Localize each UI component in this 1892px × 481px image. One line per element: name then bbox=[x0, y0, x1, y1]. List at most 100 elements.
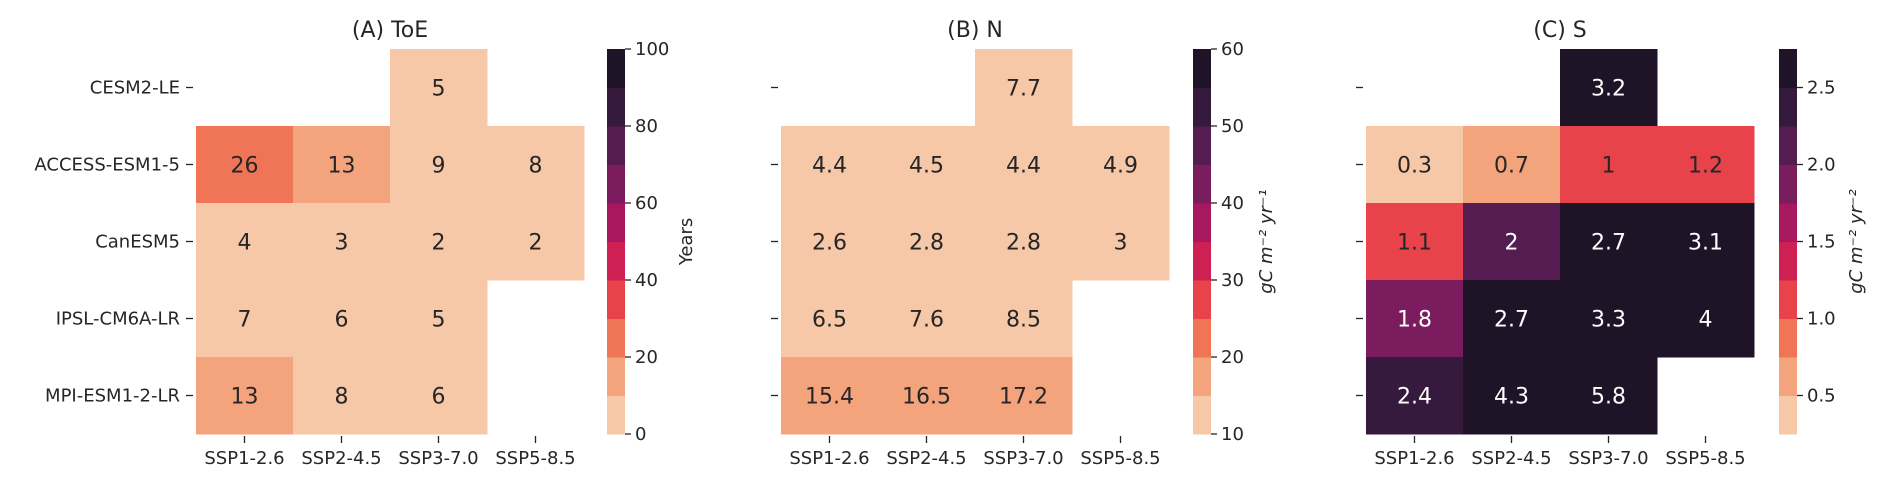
heatmap-cell bbox=[975, 357, 1073, 435]
colorbar-tick-label: 50 bbox=[1221, 116, 1244, 137]
heatmap-cell bbox=[390, 203, 488, 281]
cell-value-label: 4.3 bbox=[1494, 385, 1529, 410]
heatmap-cell bbox=[293, 280, 391, 358]
colorbar: 10 20 30 40 50 60 gC m⁻² yr⁻¹ bbox=[1193, 39, 1277, 445]
heatmap-cell bbox=[293, 126, 391, 204]
cell-value-label: 4.4 bbox=[1006, 154, 1041, 179]
colorbar-tick-label: 0.5 bbox=[1807, 386, 1836, 407]
heatmap-cell bbox=[1657, 126, 1755, 204]
cell-value-label: 1.8 bbox=[1397, 308, 1432, 333]
heatmap-cell bbox=[196, 203, 294, 281]
cell-value-label: 5 bbox=[432, 308, 446, 333]
panel-title: (C) S bbox=[1533, 18, 1587, 43]
colorbar-label: gC m⁻² yr⁻² bbox=[1846, 189, 1867, 293]
cell-value-label: 4.4 bbox=[812, 154, 847, 179]
heatmap-cell bbox=[878, 357, 976, 435]
colorbar-tick-label: 80 bbox=[635, 116, 658, 137]
colorbar-tick-label: 1.0 bbox=[1807, 309, 1836, 330]
heatmap-cell bbox=[1463, 203, 1561, 281]
x-tick-label: SSP3-7.0 bbox=[983, 448, 1063, 469]
cell-value-label: 26 bbox=[231, 154, 259, 179]
cell-value-label: 13 bbox=[231, 385, 259, 410]
colorbar-segment bbox=[1779, 241, 1797, 281]
heatmap-cell bbox=[487, 126, 585, 204]
colorbar-segment bbox=[1779, 164, 1797, 204]
colorbar-segment bbox=[607, 395, 625, 435]
cell-value-label: 7 bbox=[238, 308, 252, 333]
cell-value-label: 6 bbox=[335, 308, 349, 333]
colorbar-segment bbox=[1779, 87, 1797, 127]
heatmap-cell bbox=[878, 126, 976, 204]
cell-value-label: 3.3 bbox=[1591, 308, 1626, 333]
heatmap-cell bbox=[781, 357, 879, 435]
x-tick-label: SSP5-8.5 bbox=[1080, 448, 1160, 469]
heatmap-cell bbox=[196, 357, 294, 435]
cell-value-label: 0.3 bbox=[1397, 154, 1432, 179]
heatmap-cell bbox=[196, 280, 294, 358]
cell-value-label: 3 bbox=[335, 231, 349, 256]
x-tick-label: SSP1-2.6 bbox=[204, 448, 284, 469]
cell-value-label: 2.7 bbox=[1591, 231, 1626, 256]
colorbar-segment bbox=[607, 126, 625, 165]
cell-value-label: 3.2 bbox=[1591, 77, 1626, 102]
panel-title: (A) ToE bbox=[352, 18, 428, 43]
heatmap-cell bbox=[390, 126, 488, 204]
cell-value-label: 6.5 bbox=[812, 308, 847, 333]
cell-value-label: 7.7 bbox=[1006, 77, 1041, 102]
cell-value-label: 15.4 bbox=[805, 385, 854, 410]
heatmap-cell bbox=[781, 126, 879, 204]
colorbar-segment bbox=[607, 241, 625, 281]
colorbar-segment bbox=[1193, 241, 1211, 281]
cell-value-label: 2.7 bbox=[1494, 308, 1529, 333]
x-tick-label: SSP2-4.5 bbox=[301, 448, 381, 469]
x-tick-label: SSP5-8.5 bbox=[495, 448, 575, 469]
x-tick-label: SSP5-8.5 bbox=[1665, 448, 1745, 469]
y-tick-label: IPSL-CM6A-LR bbox=[56, 309, 180, 330]
colorbar-segment bbox=[607, 357, 625, 396]
cell-value-label: 5.8 bbox=[1591, 385, 1626, 410]
heatmap-cell bbox=[390, 357, 488, 435]
x-tick-label: SSP3-7.0 bbox=[1568, 448, 1648, 469]
panel-s: (C) S 3.2 0.3 0.7 1 1.2 1.1 2 2.7 3.1 1.8 2.7 3.3 4 2.… bbox=[1356, 18, 1867, 469]
cell-value-label: 4 bbox=[238, 231, 252, 256]
colorbar-segment bbox=[1779, 318, 1797, 358]
colorbar-tick-label: 2.0 bbox=[1807, 155, 1836, 176]
colorbar-segment bbox=[1193, 280, 1211, 319]
heatmap-cell bbox=[487, 203, 585, 281]
heatmap-cell bbox=[1366, 203, 1464, 281]
heatmap-cell bbox=[975, 49, 1073, 127]
cell-value-label: 8 bbox=[529, 154, 543, 179]
cell-value-label: 2 bbox=[1505, 231, 1519, 256]
cell-value-label: 13 bbox=[328, 154, 356, 179]
heatmap-cell bbox=[293, 203, 391, 281]
colorbar-segment bbox=[607, 87, 625, 127]
heatmap-cell bbox=[1463, 126, 1561, 204]
cell-value-label: 8.5 bbox=[1006, 308, 1041, 333]
cell-value-label: 2.8 bbox=[1006, 231, 1041, 256]
cell-value-label: 17.2 bbox=[999, 385, 1048, 410]
colorbar-segment bbox=[1193, 357, 1211, 396]
panel-toe: (A) ToE 5 26 13 9 8 4 3 2 2 7 6 5 13 8 6 CESM2-LE ACCESS-… bbox=[34, 18, 697, 469]
heatmap-cell bbox=[1560, 49, 1658, 127]
x-tick-label: SSP3-7.0 bbox=[398, 448, 478, 469]
cell-value-label: 2.8 bbox=[909, 231, 944, 256]
colorbar-tick-label: 20 bbox=[1221, 347, 1244, 368]
colorbar-tick-label: 20 bbox=[635, 347, 658, 368]
cell-value-label: 6 bbox=[432, 385, 446, 410]
cell-value-label: 16.5 bbox=[902, 385, 951, 410]
heatmap-cell bbox=[1657, 280, 1755, 358]
y-tick-label: MPI-ESM1-2-LR bbox=[45, 386, 180, 407]
colorbar-label: Years bbox=[676, 218, 697, 267]
colorbar-segment bbox=[1779, 280, 1797, 319]
x-tick-label: SSP2-4.5 bbox=[886, 448, 966, 469]
heatmap-cell bbox=[1657, 203, 1755, 281]
heatmap-cell bbox=[975, 203, 1073, 281]
colorbar-tick-label: 1.5 bbox=[1807, 232, 1836, 253]
cell-value-label: 9 bbox=[432, 154, 446, 179]
heatmap-cell bbox=[293, 357, 391, 435]
cell-value-label: 2 bbox=[529, 231, 543, 256]
colorbar-tick-label: 40 bbox=[635, 270, 658, 291]
colorbar-segment bbox=[1193, 203, 1211, 242]
x-tick-label: SSP2-4.5 bbox=[1471, 448, 1551, 469]
